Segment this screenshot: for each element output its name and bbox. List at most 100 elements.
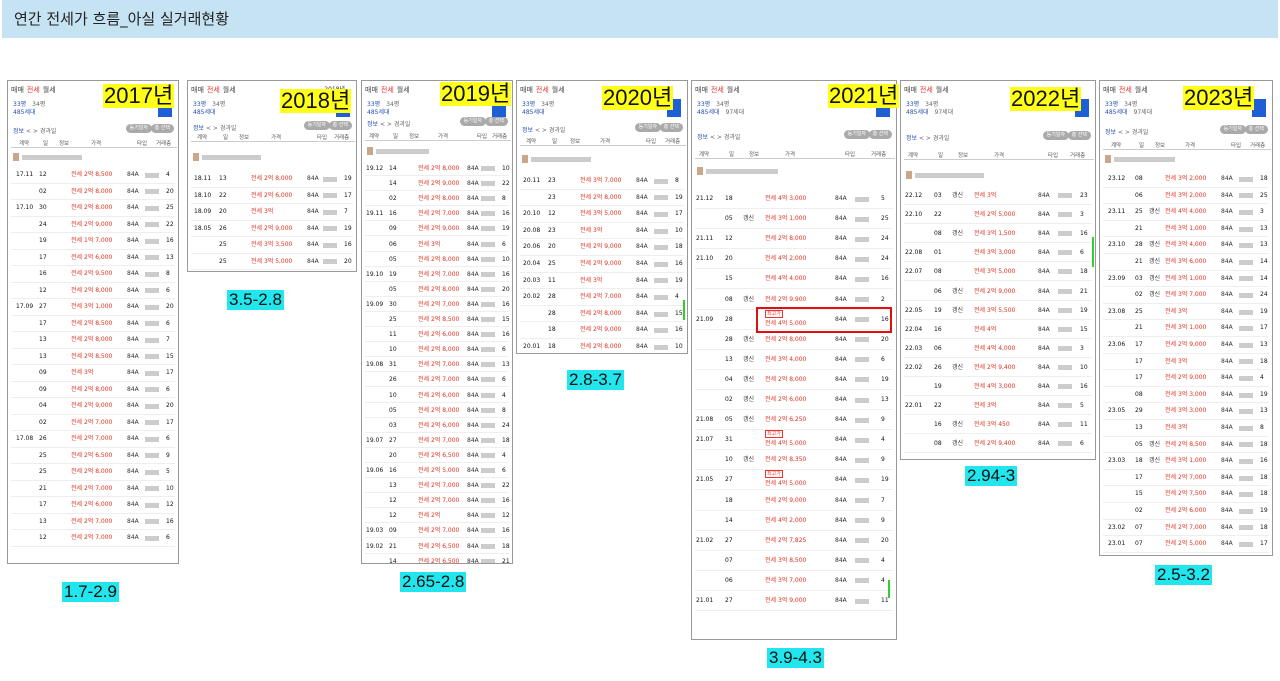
tab-sale[interactable]: 매매 <box>695 86 708 94</box>
table-row[interactable]: 19.07 27 전세 2억 7,000 84A 18 <box>365 433 510 448</box>
tab-jeonse[interactable]: 전세 <box>380 86 394 94</box>
table-row[interactable]: 21.07 31 최고가 전세 4억 5,000 84A 4 <box>695 430 893 451</box>
registration-date-button[interactable]: 등기일자 <box>1042 131 1069 140</box>
size-alt[interactable]: 34평 <box>32 101 46 108</box>
table-row[interactable]: 09 전세 2억 8,000 84A 6 <box>11 382 175 398</box>
floor-select-button[interactable]: 층 선택 <box>328 121 352 130</box>
table-row[interactable]: 18.05 26 전세 2억 9,000 84A 19 <box>191 221 353 237</box>
tab-jeonse[interactable]: 전세 <box>206 86 220 94</box>
table-row[interactable]: 06 전세 3억 2,000 84A 25 <box>1103 188 1269 205</box>
table-row[interactable]: 24 전세 2억 9,000 84A 22 <box>11 217 175 233</box>
size-main[interactable]: 33평 <box>906 101 920 108</box>
table-row[interactable]: 23.05 29 전세 3억 3,000 84A 13 <box>1103 403 1269 420</box>
crumb-info[interactable]: 정보 <box>906 135 918 142</box>
unit-size-selector[interactable]: 33평 34평 485세대 <box>193 101 225 117</box>
tab-sale[interactable]: 매매 <box>1103 86 1116 94</box>
table-row[interactable]: 21 전세 3억 1,000 84A 13 <box>1103 221 1269 238</box>
table-row[interactable]: 23.09 03 갱신 전세 3억 1,000 84A 14 <box>1103 271 1269 288</box>
table-row[interactable]: 17 전세 2억 8,500 84A 6 <box>11 316 175 332</box>
size-alt[interactable]: 34평 <box>925 101 939 108</box>
table-row[interactable]: 05 전세 2억 8,000 84A 10 <box>365 252 510 267</box>
unit-size-selector[interactable]: 33평 34평 485세대 <box>13 101 45 117</box>
table-row[interactable]: 25 전세 2억 8,500 84A 15 <box>365 312 510 328</box>
table-row[interactable]: 17.11 12 전세 2억 8,500 84A 4 <box>11 167 175 184</box>
table-row[interactable]: 20 전세 2억 6,500 84A 4 <box>365 448 509 463</box>
table-row[interactable]: 20.08 23 전세 3억 84A 10 <box>520 223 684 240</box>
table-row[interactable]: 23.10 28 갱신 전세 3억 4,000 84A 13 <box>1103 237 1269 254</box>
table-row[interactable]: 21.11 12 전세 2억 8,000 84A 24 <box>695 229 893 250</box>
crumb-info[interactable]: 정보 <box>697 134 709 141</box>
table-row[interactable]: 08 갱신 전세 3억 1,500 84A 16 <box>904 224 1092 244</box>
crumb-info[interactable]: 정보 <box>367 121 379 128</box>
table-row[interactable]: 18.10 22 전세 2억 6,000 84A 17 <box>191 188 353 204</box>
registration-date-button[interactable]: 등기일자 <box>459 117 486 126</box>
table-row[interactable]: 05 전세 2억 8,000 84A 8 <box>365 403 509 418</box>
floor-select-button[interactable]: 층 선택 <box>659 123 683 132</box>
table-row[interactable]: 02 갱신 전세 2억 6,000 84A 13 <box>695 390 893 411</box>
table-row[interactable]: 14 전세 4억 2,000 84A 9 <box>695 511 893 531</box>
table-row[interactable]: 21.10 20 전세 4억 2,000 84A 24 <box>695 249 893 270</box>
tab-monthly[interactable]: 월세 <box>1134 86 1148 94</box>
tab-jeonse[interactable]: 전세 <box>1118 86 1132 94</box>
tab-monthly[interactable]: 월세 <box>396 86 410 94</box>
table-row[interactable]: 20.01 18 전세 2억 8,000 84A 10 <box>520 339 684 353</box>
tab-sale[interactable]: 매매 <box>11 86 24 94</box>
table-row[interactable]: 22.10 22 전세 2억 5,000 84A 3 <box>904 205 1092 225</box>
table-row[interactable]: 18 전세 2억 9,000 84A 7 <box>695 491 893 511</box>
table-row[interactable]: 06 전세 3억 7,000 84A 4 <box>695 571 893 591</box>
tab-monthly[interactable]: 월세 <box>935 86 949 94</box>
table-row[interactable]: 12 전세 2억 7,000 84A 6 <box>11 530 175 547</box>
table-row[interactable]: 19.02 21 전세 2억 6,500 84A 18 <box>365 539 510 554</box>
table-row[interactable]: 13 갱신 전세 3억 4,000 84A 6 <box>695 350 893 370</box>
table-row[interactable]: 16 전세 2억 9,500 84A 8 <box>11 266 175 283</box>
table-row[interactable]: 02 전세 2억 6,000 84A 19 <box>1103 503 1269 520</box>
floor-select-button[interactable]: 층 선택 <box>150 124 174 133</box>
table-row[interactable]: 09 전세 3억 84A 17 <box>11 365 175 382</box>
table-row[interactable]: 22.02 26 갱신 전세 2억 9,400 84A 10 <box>904 358 1092 377</box>
registration-date-button[interactable]: 등기일자 <box>634 123 661 132</box>
table-row[interactable]: 19 전세 4억 3,000 84A 16 <box>904 377 1092 397</box>
table-row[interactable]: 25 전세 2억 8,000 84A 5 <box>11 464 175 481</box>
unit-size-selector[interactable]: 33평 34평 485세대 <box>367 101 399 117</box>
table-row[interactable]: 02 전세 2억 8,000 84A 8 <box>365 191 509 207</box>
size-alt[interactable]: 34평 <box>716 101 730 108</box>
search-button[interactable] <box>1252 99 1266 117</box>
table-row[interactable]: 20.11 23 전세 3억 7,000 84A 8 <box>520 173 684 190</box>
table-row[interactable]: 12 전세 2억 84A 12 <box>365 508 510 524</box>
tab-sale[interactable]: 매매 <box>191 86 204 94</box>
table-row[interactable]: 20.10 12 전세 3억 5,000 84A 17 <box>520 206 684 223</box>
table-row[interactable]: 13 전세 3억 84A 8 <box>1103 420 1269 437</box>
crumb-info[interactable]: 정보 <box>13 128 25 135</box>
table-row[interactable]: 22.03 06 전세 4억 4,000 84A 3 <box>904 339 1092 358</box>
table-row[interactable]: 02 전세 2억 7,000 84A 17 <box>11 415 175 431</box>
table-row[interactable]: 23.12 08 전세 3억 2,000 84A 18 <box>1103 171 1269 188</box>
floor-select-button[interactable]: 층 선택 <box>1067 131 1091 140</box>
tab-monthly[interactable]: 월세 <box>222 86 236 94</box>
table-row[interactable]: 09 전세 2억 9,000 84A 19 <box>365 221 510 237</box>
table-row[interactable]: 21.08 05 갱신 전세 2억 6,250 84A 9 <box>695 410 893 431</box>
unit-size-selector[interactable]: 33평 34평 485세대 <box>522 101 554 117</box>
table-row[interactable]: 16 갱신 전세 3억 450 84A 11 <box>904 415 1092 435</box>
tab-sale[interactable]: 매매 <box>520 86 533 94</box>
table-row[interactable]: 20.03 11 전세 3억 84A 19 <box>520 273 684 290</box>
floor-select-button[interactable]: 층 선택 <box>1244 125 1268 134</box>
table-row[interactable]: 14 전세 2억 9,000 84A 22 <box>365 176 510 192</box>
table-row[interactable]: 12 전세 2억 7,000 84A 16 <box>365 493 510 509</box>
table-row[interactable]: 21.12 18 전세 4억 3,000 84A 5 <box>695 189 893 210</box>
table-row[interactable]: 19.09 30 전세 2억 7,000 84A 16 <box>365 297 510 312</box>
table-row[interactable]: 19.03 09 전세 2억 7,000 84A 16 <box>365 523 510 539</box>
floor-select-button[interactable]: 층 선택 <box>868 130 892 139</box>
unit-size-selector[interactable]: 33평 34평 485세대 97세대 <box>1105 101 1152 117</box>
table-row[interactable]: 10 전세 2억 6,000 84A 4 <box>365 388 509 403</box>
table-row[interactable]: 06 갱신 전세 2억 9,000 84A 21 <box>904 282 1092 301</box>
table-row[interactable]: 04 전세 2억 9,000 84A 20 <box>11 398 175 415</box>
table-row[interactable]: 17 전세 2억 9,000 84A 4 <box>1103 370 1269 387</box>
table-row[interactable]: 08 갱신 전세 2억 9,900 84A 2 <box>695 290 893 310</box>
table-row[interactable]: 28 전세 2억 8,000 84A 15 <box>520 306 684 323</box>
table-row[interactable]: 05 갱신 전세 3억 1,000 84A 25 <box>695 209 893 230</box>
table-row[interactable]: 17.08 26 전세 2억 7,000 84A 6 <box>11 431 175 448</box>
size-alt[interactable]: 34평 <box>541 101 555 108</box>
unit-size-selector[interactable]: 33평 34평 485세대 97세대 <box>697 101 744 117</box>
table-row[interactable]: 17 전세 2억 6,000 84A 12 <box>11 497 175 514</box>
table-row[interactable]: 07 전세 3억 8,500 84A 4 <box>695 551 893 571</box>
